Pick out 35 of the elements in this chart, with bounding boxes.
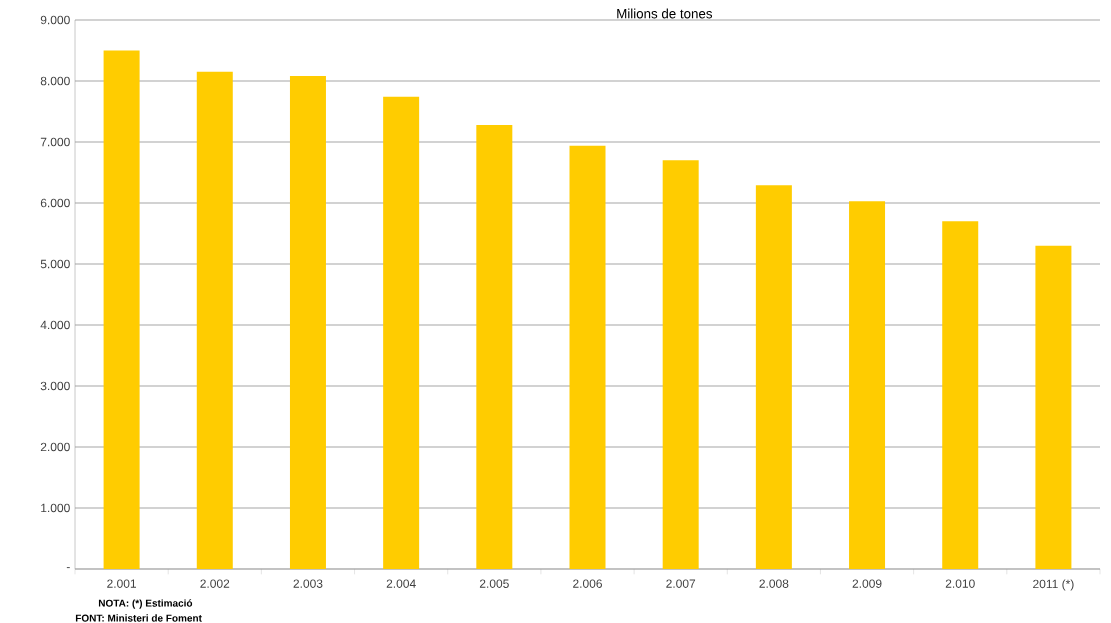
- x-tick-label: 2.008: [759, 579, 789, 588]
- x-tick-label: 2.003: [293, 579, 323, 588]
- y-tick-label: 4.000: [40, 320, 70, 330]
- x-tick-label: 2011 (*): [1033, 579, 1074, 591]
- x-tick-label: 2.006: [573, 579, 602, 588]
- bar: [383, 96, 420, 569]
- bar: [849, 201, 886, 569]
- y-tick-label: 3.000: [40, 381, 70, 391]
- bar: [569, 145, 606, 569]
- x-tick-label: 2.001: [107, 579, 137, 588]
- bar: [662, 160, 699, 569]
- text: NOTA: (*) Estimació: [98, 599, 193, 609]
- y-tick-label: 9.000: [40, 15, 70, 25]
- y-tick-label: 5.000: [40, 259, 70, 269]
- y-tick-label: 8.000: [40, 76, 70, 86]
- bar: [755, 185, 792, 569]
- x-tick-label: 2.004: [386, 579, 416, 588]
- x-tick-label: 2.005: [479, 579, 509, 588]
- y-tick-label: 6.000: [40, 198, 70, 208]
- x-tick-label: 2.009: [852, 579, 882, 588]
- chart-title: Milions de tones: [617, 8, 713, 19]
- y-tick-label: 1.000: [41, 503, 70, 513]
- bar: [196, 71, 233, 569]
- x-tick-label: 2.010: [945, 579, 975, 588]
- x-tick-label: 2.007: [666, 579, 696, 588]
- x-tick-label: 2.002: [200, 579, 230, 588]
- bar: [289, 76, 326, 569]
- y-tick-label: -: [66, 567, 70, 569]
- bar: [942, 221, 979, 569]
- text: FONT: Ministeri de Foment: [75, 614, 202, 622]
- y-tick-label: 7.000: [40, 137, 70, 147]
- bar: [103, 50, 140, 569]
- bar: [476, 124, 513, 569]
- y-tick-label: 2.000: [40, 442, 70, 452]
- bar: [1035, 245, 1072, 569]
